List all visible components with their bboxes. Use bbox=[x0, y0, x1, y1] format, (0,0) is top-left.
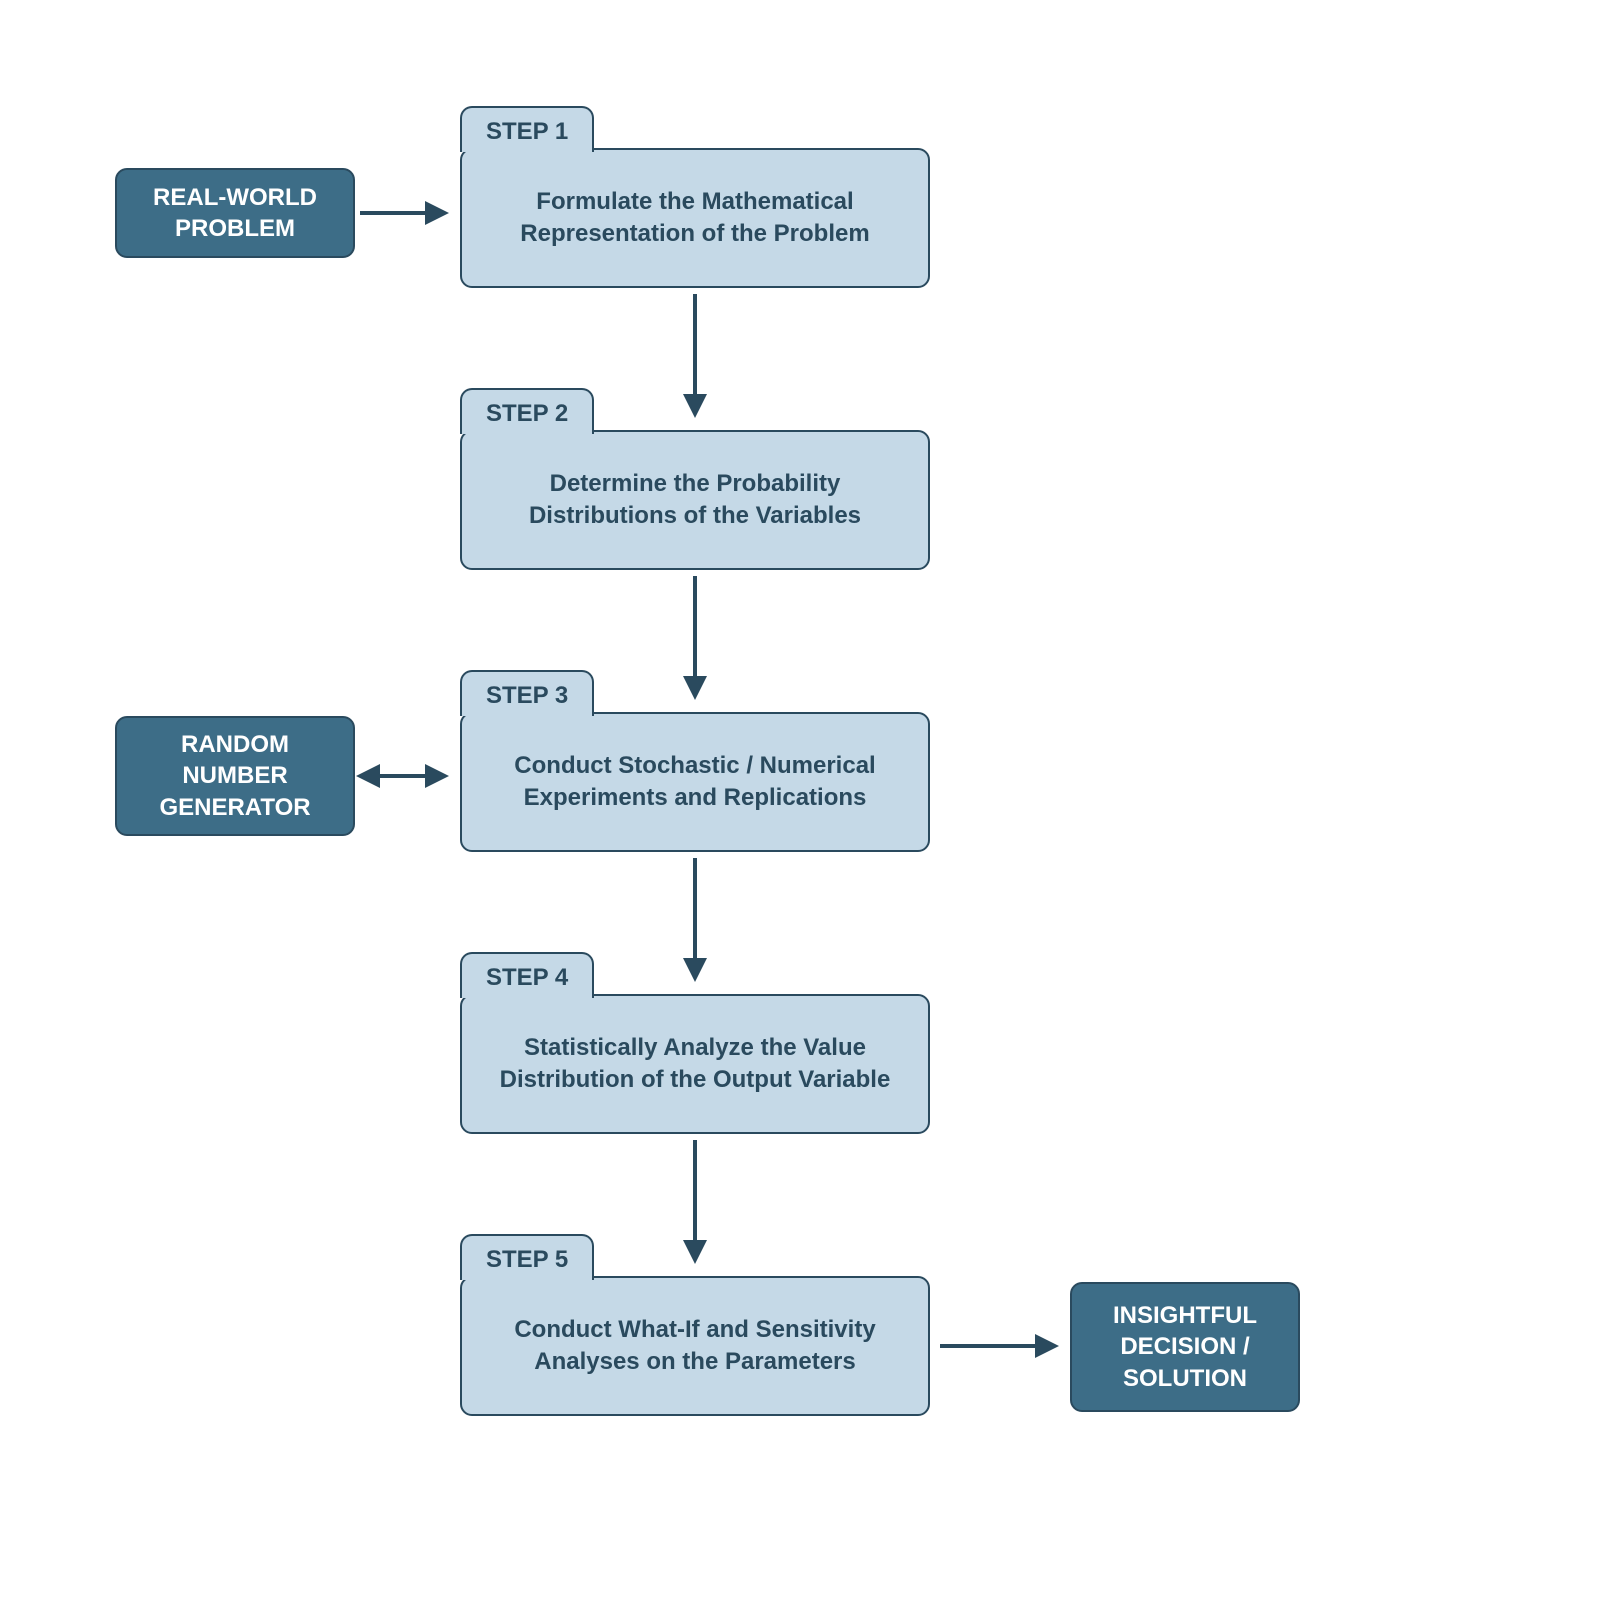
arrows-layer bbox=[0, 0, 1600, 1600]
